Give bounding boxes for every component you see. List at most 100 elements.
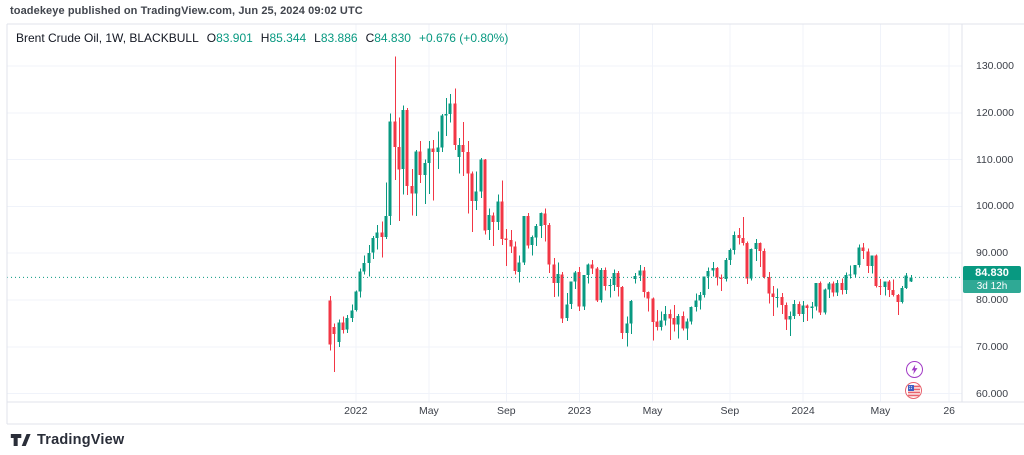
- candle-down: [668, 314, 672, 319]
- us-flag-icon: [907, 384, 920, 396]
- candle-up: [354, 291, 358, 310]
- candle-down: [797, 304, 801, 315]
- candle-down: [380, 232, 384, 237]
- candle-up: [388, 121, 392, 216]
- candle-up: [358, 271, 362, 292]
- time-tick-label: May: [870, 405, 891, 417]
- candle-down: [431, 148, 435, 153]
- candle-down: [780, 297, 784, 306]
- ohlc-L: L83.886: [314, 31, 358, 45]
- price-tick-label: 60.000: [976, 387, 1009, 400]
- candle-up: [909, 277, 913, 282]
- candle-down: [466, 152, 470, 174]
- ohlc-O: O83.901: [206, 31, 253, 45]
- ohlc-H: H85.344: [260, 31, 307, 45]
- candle-down: [672, 317, 676, 325]
- time-tick-label: 2024: [791, 405, 815, 417]
- candle-up: [444, 114, 448, 116]
- candle-up: [814, 283, 818, 307]
- candle-up: [689, 307, 693, 322]
- candle-up: [749, 248, 753, 279]
- tradingview-logo-text[interactable]: TradingView: [37, 432, 125, 448]
- candle-down: [831, 283, 835, 293]
- candle-up: [788, 315, 792, 320]
- candle-down: [590, 264, 594, 269]
- symbol-legend[interactable]: Brent Crude Oil, 1W, BLACKBULL O83.901 H85…: [16, 31, 508, 45]
- candle-up: [900, 287, 904, 302]
- candle-up: [685, 321, 689, 329]
- candle-down: [513, 246, 517, 271]
- lightning-event-icon[interactable]: [906, 361, 923, 378]
- attribution-text: toadekeye published on TradingView.com, …: [10, 5, 363, 17]
- candle-up: [853, 264, 857, 275]
- us-flag-event-icon[interactable]: [905, 382, 922, 399]
- candle-down: [655, 321, 659, 328]
- time-tick-label: May: [418, 405, 439, 417]
- candle-up: [384, 216, 388, 237]
- time-tick-label: 26: [943, 405, 956, 417]
- candle-down: [874, 255, 878, 286]
- time-tick-label: Sep: [720, 405, 740, 417]
- candle-up: [706, 270, 710, 277]
- tradingview-logo-icon[interactable]: [10, 433, 31, 447]
- candle-down: [552, 264, 556, 284]
- candle-up: [702, 276, 706, 295]
- candle-up: [823, 289, 827, 313]
- candle-up: [371, 237, 375, 253]
- candle-down: [866, 251, 870, 266]
- candle-up: [487, 214, 491, 230]
- candle-up: [801, 305, 805, 315]
- candle-down: [887, 281, 891, 291]
- candle-up: [728, 249, 732, 260]
- candle-up: [522, 216, 526, 263]
- candle-down: [891, 290, 895, 295]
- symbol-title: Brent Crude Oil, 1W, BLACKBULL: [16, 31, 199, 45]
- candle-up: [694, 300, 698, 308]
- candle-up: [414, 151, 418, 194]
- candle-down: [805, 305, 809, 308]
- candle-up: [440, 115, 444, 148]
- price-tick-label: 130.000: [976, 60, 1014, 72]
- candle-up: [436, 147, 440, 153]
- candle-down: [745, 242, 749, 279]
- time-tick-label: 2022: [344, 405, 368, 417]
- candle-up: [565, 304, 569, 318]
- candle-down: [758, 242, 762, 251]
- candle-up: [792, 304, 796, 316]
- candle-up: [599, 270, 603, 300]
- candle-up: [724, 259, 728, 279]
- candle-up: [754, 242, 758, 249]
- candle-down: [861, 247, 865, 251]
- last-price-label: 84.830: [963, 265, 1021, 281]
- candle-up: [625, 323, 629, 333]
- candle-down: [453, 103, 457, 146]
- price-tick-label: 100.000: [976, 200, 1014, 213]
- candle-up: [775, 297, 779, 299]
- candle-down: [332, 327, 336, 335]
- candle-up: [848, 274, 852, 276]
- candle-up: [350, 310, 354, 318]
- candle-up: [479, 159, 483, 192]
- candle-up: [659, 320, 663, 328]
- candle-up: [474, 191, 478, 201]
- candle-up: [844, 275, 848, 291]
- candle-up: [663, 314, 667, 321]
- candle-down: [341, 322, 345, 330]
- candle-up: [676, 315, 680, 325]
- candle-up: [904, 275, 908, 288]
- price-tick-label: 120.000: [976, 106, 1014, 119]
- candle-down: [878, 285, 882, 287]
- candle-up: [517, 262, 521, 272]
- candle-up: [698, 294, 702, 301]
- bar-countdown-label: 3d 12h: [963, 280, 1021, 294]
- candle-down: [577, 271, 581, 307]
- candle-up: [638, 270, 642, 276]
- candle-down: [526, 216, 530, 246]
- price-tick-label: 110.000: [976, 153, 1014, 166]
- candle-up: [427, 148, 431, 163]
- candle-up: [629, 300, 633, 324]
- candle-up: [573, 272, 577, 282]
- candle-down: [896, 294, 900, 302]
- candle-down: [719, 277, 723, 279]
